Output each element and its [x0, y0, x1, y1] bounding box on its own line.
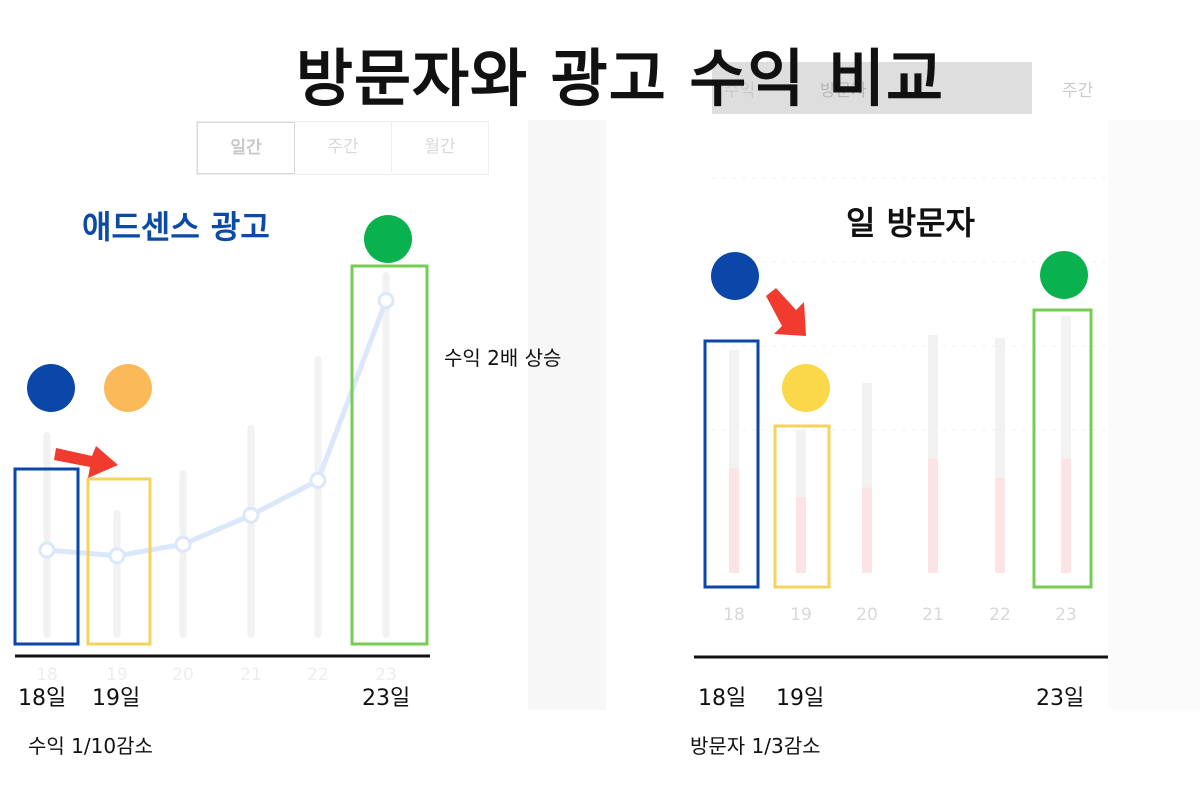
right-bg-bar-23 — [1061, 316, 1071, 573]
right-tab-weekly[interactable]: 주간 — [1062, 81, 1094, 101]
left-decrease-note: 수익 1/10감소 — [28, 734, 153, 758]
right-box-19 — [773, 424, 831, 589]
right-label-23: 23일 — [1036, 686, 1085, 711]
left-point-23 — [377, 292, 395, 310]
tab-daily[interactable]: 일간 — [197, 122, 295, 174]
left-point-21 — [242, 506, 260, 524]
right-tick-18: 18 — [723, 605, 745, 625]
left-box-19 — [86, 477, 152, 646]
left-chart-title: 애드센스 광고 — [82, 208, 270, 246]
left-tick-18: 18 — [36, 665, 58, 685]
right-tab-visitors[interactable]: 방문자 — [820, 81, 867, 101]
page-title: 방문자와 광고 수익 비교 — [295, 42, 945, 115]
left-tick-21: 21 — [240, 665, 262, 685]
left-dot-18 — [27, 364, 75, 412]
right-tick-20: 20 — [856, 605, 878, 625]
left-bg-bar-19 — [113, 510, 121, 638]
left-point-19 — [108, 547, 126, 565]
left-bg-bar-18 — [43, 432, 51, 638]
right-bg-bar-22 — [995, 338, 1005, 573]
right-tick-19: 19 — [790, 605, 812, 625]
left-label-18: 18일 — [18, 686, 67, 711]
bg-column-left — [528, 120, 606, 710]
left-dot-23 — [364, 215, 412, 263]
right-tick-22: 22 — [989, 605, 1011, 625]
right-decrease-note: 방문자 1/3감소 — [690, 734, 821, 758]
right-visitor-bar-18 — [729, 468, 739, 573]
right-bg-bar-21 — [928, 335, 938, 573]
right-visitor-bar-19 — [796, 497, 806, 573]
left-decrease-arrow — [54, 446, 118, 478]
left-increase-note: 수익 2배 상승 — [444, 346, 562, 370]
left-bg-bar-20 — [179, 470, 187, 638]
right-visitor-bar-22 — [995, 478, 1005, 573]
right-label-19: 19일 — [776, 686, 825, 711]
left-bg-bar-22 — [314, 356, 322, 638]
left-point-18 — [38, 541, 56, 559]
left-tick-19: 19 — [106, 665, 128, 685]
right-visitor-bar-21 — [928, 459, 938, 573]
left-label-19: 19일 — [92, 686, 141, 711]
left-bg-bar-23 — [382, 272, 390, 638]
left-revenue-line — [44, 298, 389, 559]
right-bg-bar-20 — [862, 383, 872, 573]
right-visitor-bar-23 — [1061, 459, 1071, 573]
right-label-18: 18일 — [698, 686, 747, 711]
left-point-22 — [309, 471, 327, 489]
right-tab-revenue[interactable]: 수익 — [724, 81, 756, 101]
tab-weekly[interactable]: 주간 — [295, 122, 392, 172]
left-box-18 — [13, 467, 80, 646]
right-dot-19 — [782, 364, 830, 412]
tab-monthly[interactable]: 월간 — [424, 137, 456, 157]
right-chart-title: 일 방문자 — [846, 204, 975, 242]
right-bg-bar-18 — [729, 350, 739, 573]
left-tick-23: 23 — [375, 665, 397, 685]
left-point-20 — [174, 535, 192, 553]
left-tick-22: 22 — [307, 665, 329, 685]
right-box-18 — [703, 339, 760, 589]
left-label-23: 23일 — [362, 686, 411, 711]
right-dot-18 — [711, 252, 759, 300]
bg-column-right — [1108, 120, 1200, 710]
left-bg-bar-21 — [247, 425, 255, 638]
left-box-23 — [350, 264, 429, 646]
left-tick-20: 20 — [172, 665, 194, 685]
left-period-tabs: 일간 주간 월간 — [196, 121, 489, 175]
right-box-23 — [1032, 308, 1093, 589]
right-tick-23: 23 — [1055, 605, 1077, 625]
left-dot-19 — [104, 364, 152, 412]
right-tab-bg-gray — [712, 62, 1032, 114]
right-tick-21: 21 — [922, 605, 944, 625]
right-visitor-bar-20 — [862, 487, 872, 573]
right-dot-23 — [1040, 251, 1088, 299]
right-decrease-arrow — [766, 288, 806, 336]
